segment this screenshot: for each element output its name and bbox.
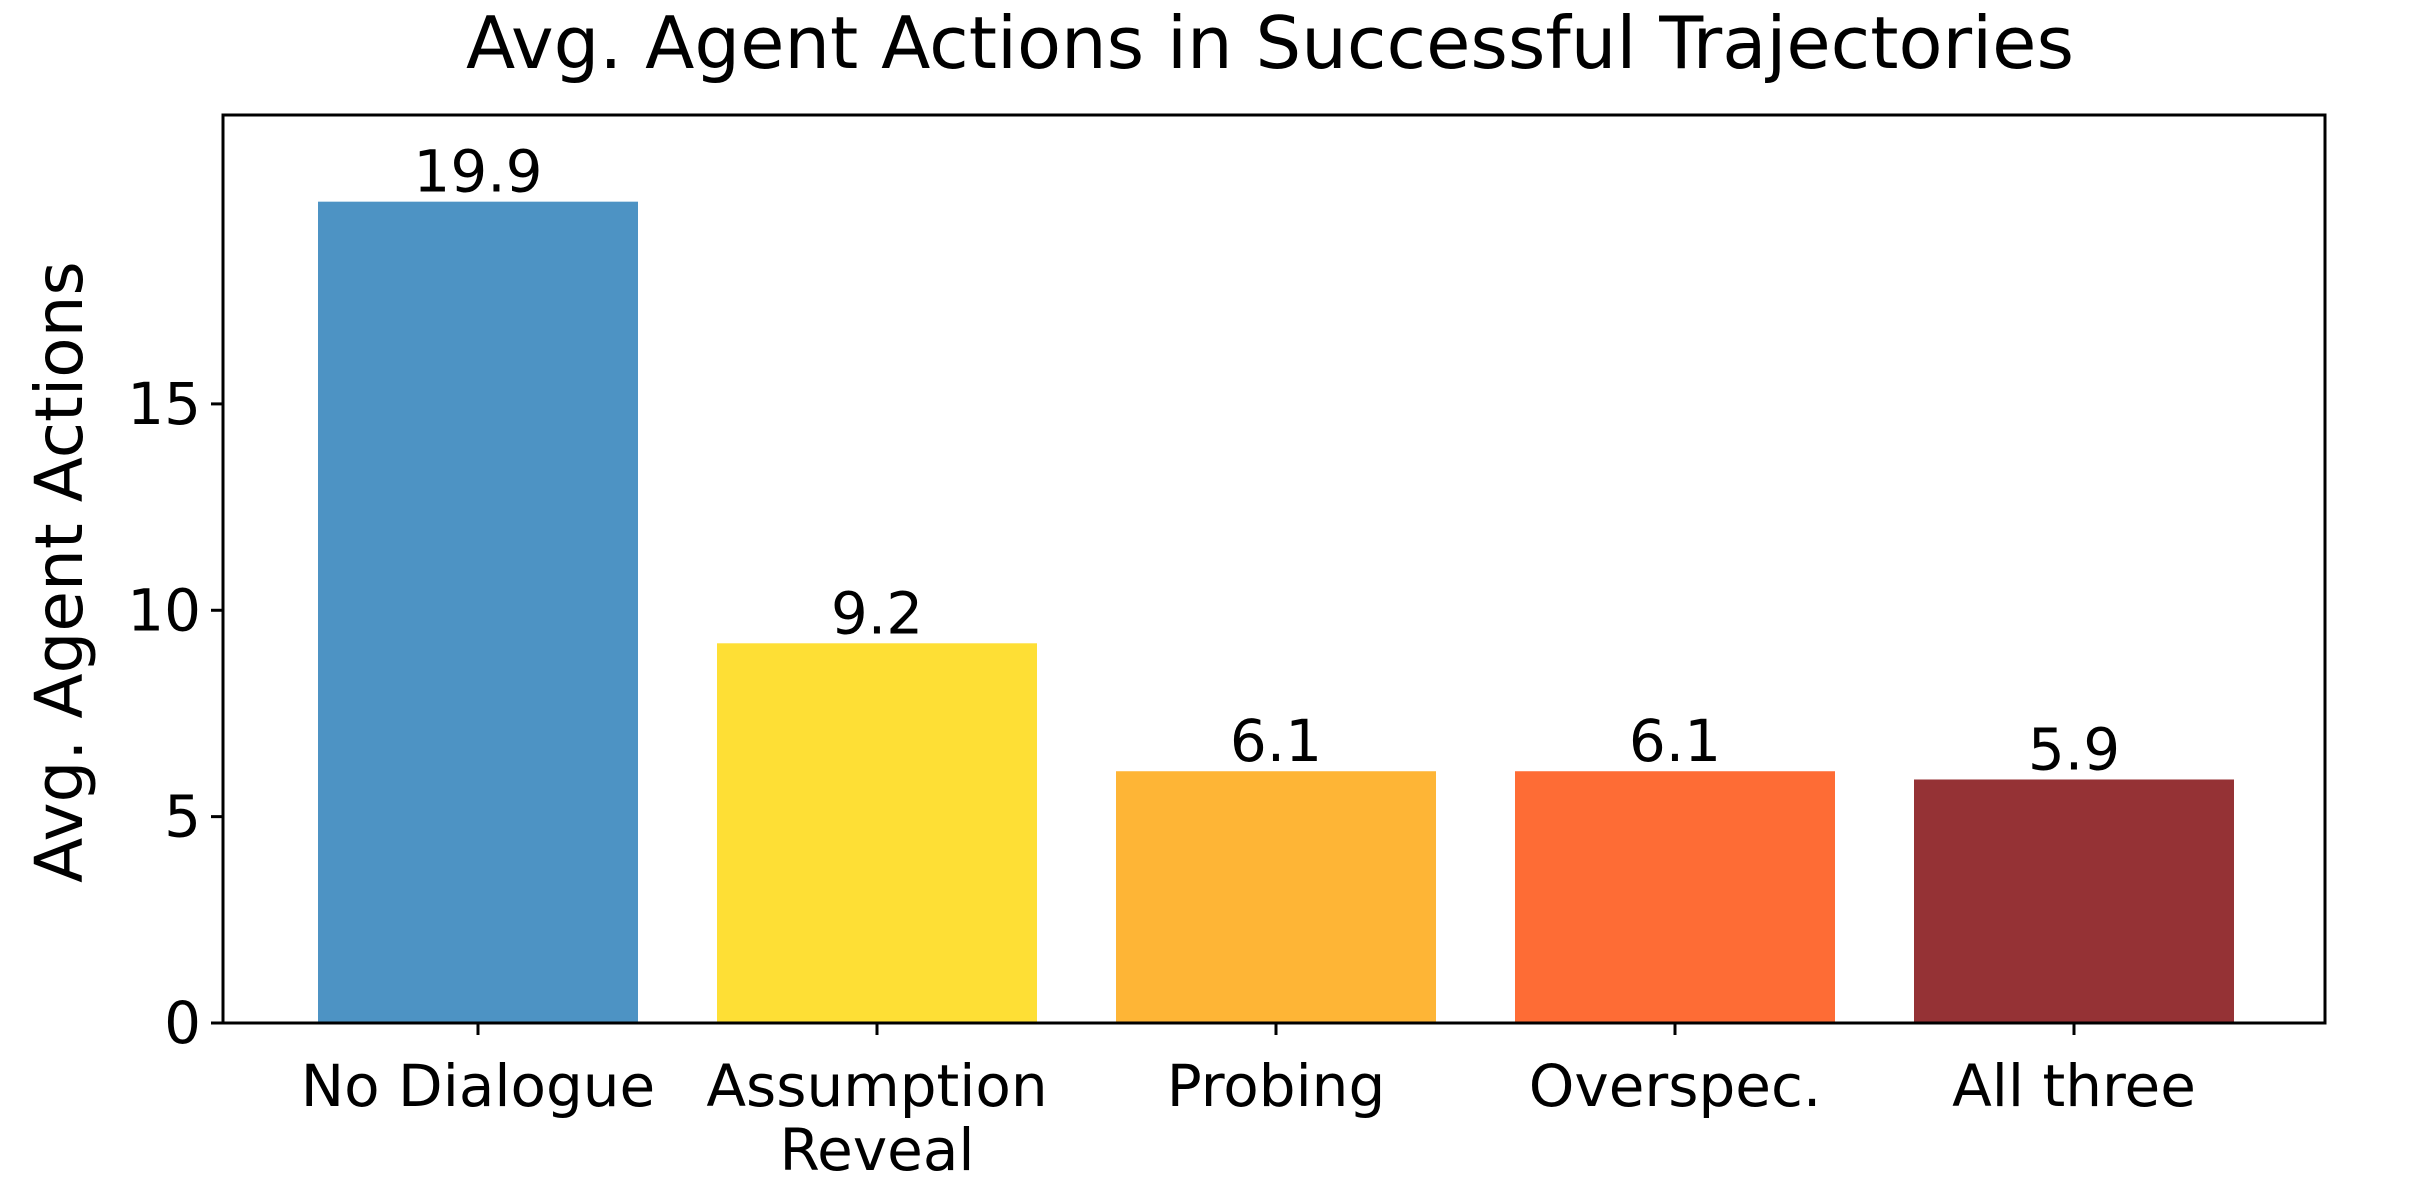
- y-tick-label-0: 0: [164, 989, 201, 1057]
- value-label-4: 5.9: [2028, 715, 2120, 783]
- plot-area-frame: [221, 113, 2327, 1025]
- y-tick-label-3: 15: [127, 370, 201, 438]
- value-label-0: 19.9: [413, 138, 542, 206]
- value-labels-group: 19.9 9.2 6.1 6.1 5.9: [413, 138, 2120, 784]
- bar-1: [717, 643, 1037, 1023]
- y-tick-label-1: 5: [164, 783, 201, 851]
- category-label-1-line-0: Assumption: [706, 1052, 1047, 1120]
- chart-title: Avg. Agent Actions in Successful Traject…: [466, 1, 2074, 85]
- y-tick-label-2: 10: [127, 576, 201, 644]
- bar-0: [318, 201, 638, 1023]
- y-axis-ticks: 0 5 10 15: [127, 370, 223, 1057]
- bar-2: [1116, 771, 1436, 1023]
- bar-4: [1914, 779, 2234, 1023]
- category-label-4: All three: [1952, 1052, 2196, 1120]
- bars-group: [318, 201, 2234, 1023]
- value-label-2: 6.1: [1230, 707, 1322, 775]
- category-label-1-line-1: Reveal: [779, 1116, 974, 1184]
- category-label-0: No Dialogue: [301, 1052, 656, 1120]
- category-label-2: Probing: [1167, 1052, 1386, 1120]
- y-axis-label: Avg. Agent Actions: [21, 261, 98, 883]
- value-label-3: 6.1: [1629, 707, 1721, 775]
- bar-3: [1515, 771, 1835, 1023]
- category-label-3: Overspec.: [1529, 1052, 1822, 1120]
- value-label-1: 9.2: [831, 579, 923, 647]
